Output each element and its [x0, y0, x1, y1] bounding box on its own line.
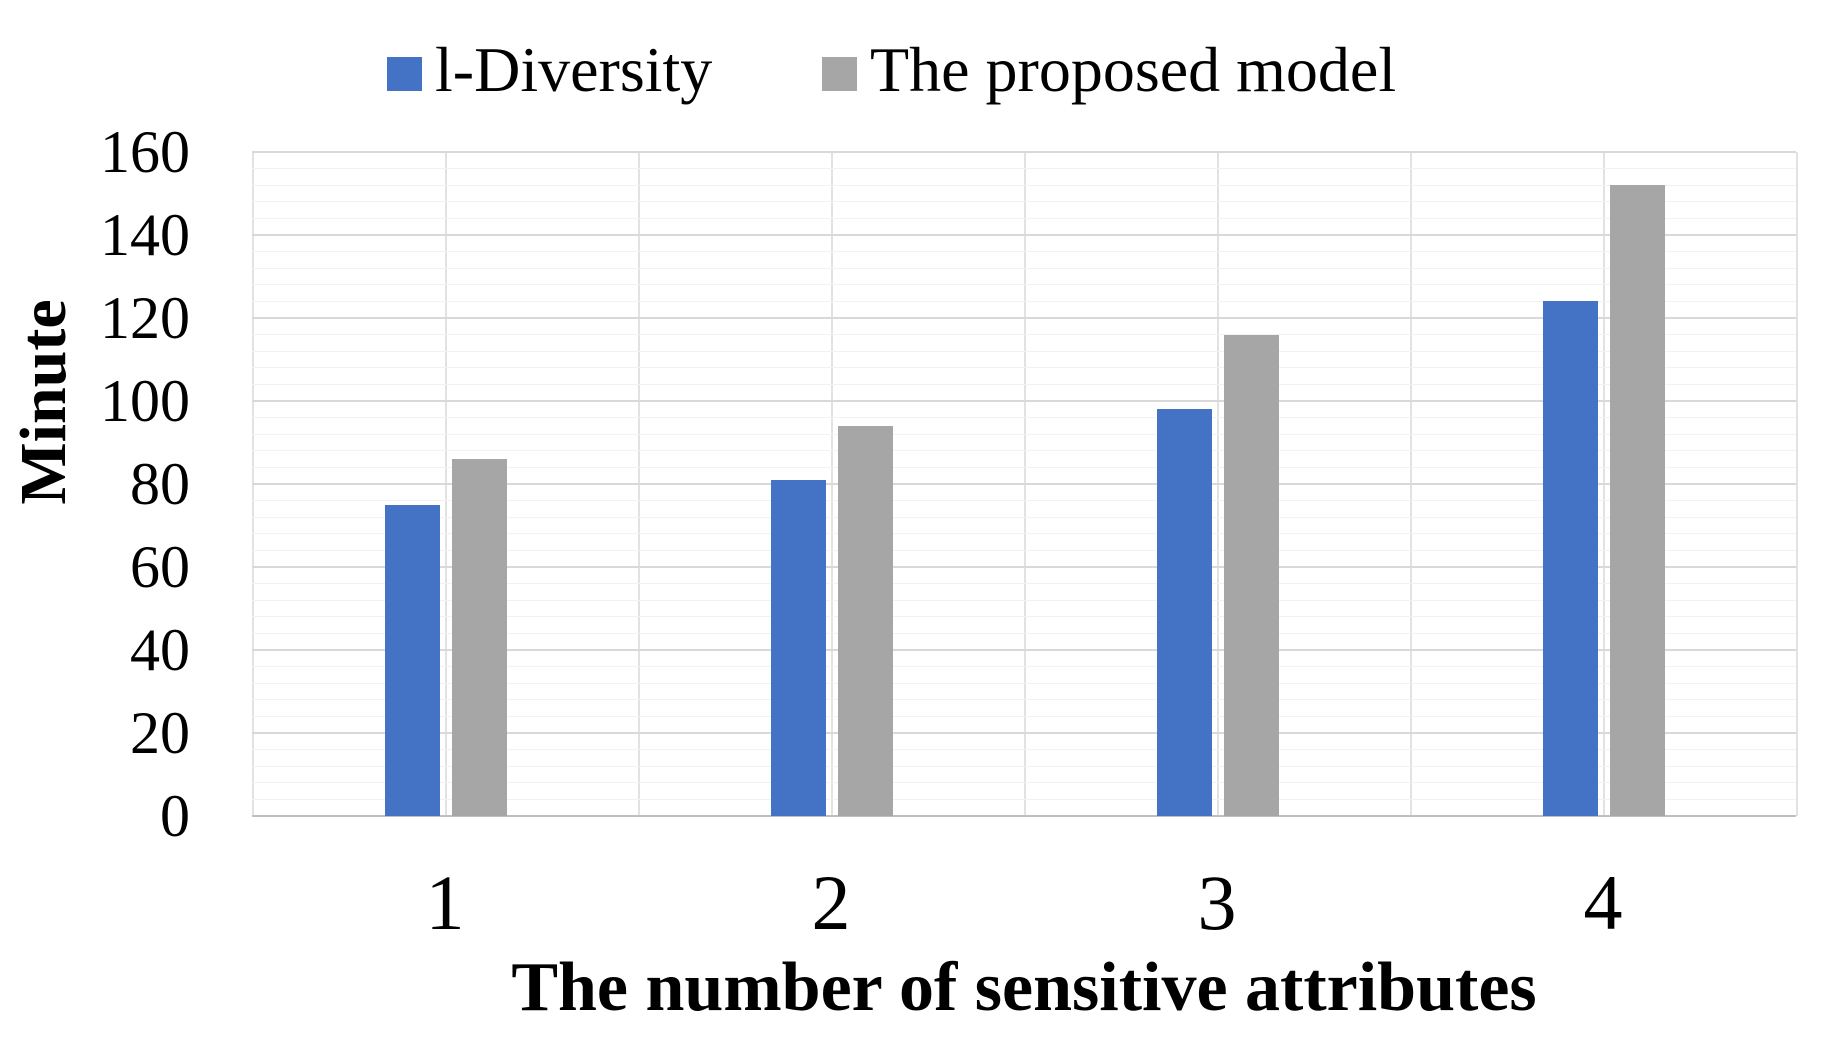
gridline-horizontal-minor	[252, 765, 1796, 767]
y-tick-label: 140	[100, 202, 190, 268]
bar-l-diversity-cat-3	[1157, 409, 1212, 816]
gridline-horizontal-minor	[252, 383, 1796, 385]
legend-item-proposed-model: The proposed model	[822, 38, 1396, 106]
gridline-horizontal-minor	[252, 350, 1796, 352]
gridline-horizontal-minor	[252, 749, 1796, 751]
gridline-horizontal-major	[252, 732, 1796, 734]
y-tick-label: 100	[100, 368, 190, 434]
gridline-horizontal-minor	[252, 267, 1796, 269]
gridline-horizontal-minor	[252, 500, 1796, 502]
gridline-horizontal-minor	[252, 699, 1796, 701]
gridline-horizontal-minor	[252, 782, 1796, 784]
gridline-horizontal-major	[252, 483, 1796, 485]
gridline-horizontal-minor	[252, 533, 1796, 535]
y-tick-label: 120	[100, 285, 190, 351]
gridline-horizontal-minor	[252, 168, 1796, 170]
gridline-horizontal-major	[252, 566, 1796, 568]
gridline-horizontal-minor	[252, 300, 1796, 302]
bar-the-proposed-model-cat-2	[838, 426, 893, 816]
x-tick-label: 3	[1197, 859, 1237, 946]
gridline-horizontal-major	[252, 400, 1796, 402]
gridline-horizontal-minor	[252, 632, 1796, 634]
gridline-horizontal-minor	[252, 715, 1796, 717]
legend-label-l-diversity: l-Diversity	[435, 34, 713, 105]
gridline-horizontal-major	[252, 317, 1796, 319]
gridline-horizontal-major	[252, 151, 1796, 153]
gridline-horizontal-minor	[252, 599, 1796, 601]
bar-l-diversity-cat-1	[385, 505, 440, 816]
gridline-vertical	[1795, 152, 1798, 816]
gridline-horizontal-minor	[252, 516, 1796, 518]
bar-the-proposed-model-cat-1	[452, 459, 507, 816]
x-tick-label: 1	[425, 859, 465, 946]
y-tick-label: 40	[130, 617, 190, 683]
gridline-horizontal-minor	[252, 583, 1796, 585]
gridline-horizontal-minor	[252, 682, 1796, 684]
gridline-horizontal-major	[252, 649, 1796, 651]
gridline-horizontal-minor	[252, 666, 1796, 668]
y-tick-label: 20	[130, 700, 190, 766]
bar-the-proposed-model-cat-4	[1610, 185, 1665, 816]
y-tick-label: 60	[130, 534, 190, 600]
legend-swatch-l-diversity	[387, 57, 422, 91]
gridline-horizontal-minor	[252, 251, 1796, 253]
legend-label-proposed-model: The proposed model	[870, 34, 1397, 105]
gridline-horizontal-minor	[252, 798, 1796, 800]
gridline-horizontal-minor	[252, 616, 1796, 618]
x-tick-label: 2	[811, 859, 851, 946]
bar-l-diversity-cat-4	[1543, 301, 1598, 816]
legend-item-l-diversity: l-Diversity	[387, 38, 712, 106]
gridline-horizontal-minor	[252, 417, 1796, 419]
gridline-horizontal-minor	[252, 367, 1796, 369]
plot-area	[251, 151, 1798, 817]
gridline-horizontal-minor	[252, 217, 1796, 219]
legend-swatch-proposed-model	[822, 57, 857, 91]
y-tick-label: 160	[100, 119, 190, 185]
x-tick-label: 4	[1583, 859, 1623, 946]
x-axis-title: The number of sensitive attributes	[511, 949, 1537, 1026]
gridline-horizontal-minor	[252, 549, 1796, 551]
gridline-horizontal-minor	[252, 334, 1796, 336]
x-axis-baseline	[252, 815, 1796, 817]
gridline-horizontal-minor	[252, 184, 1796, 186]
gridline-horizontal-minor	[252, 466, 1796, 468]
gridline-horizontal-minor	[252, 284, 1796, 286]
gridline-horizontal-major	[252, 234, 1796, 236]
gridline-horizontal-minor	[252, 433, 1796, 435]
y-tick-label: 80	[130, 451, 190, 517]
gridline-horizontal-minor	[252, 201, 1796, 203]
y-tick-label: 0	[160, 783, 190, 849]
bar-l-diversity-cat-2	[771, 480, 826, 816]
bar-the-proposed-model-cat-3	[1224, 335, 1279, 816]
gridline-horizontal-minor	[252, 450, 1796, 452]
